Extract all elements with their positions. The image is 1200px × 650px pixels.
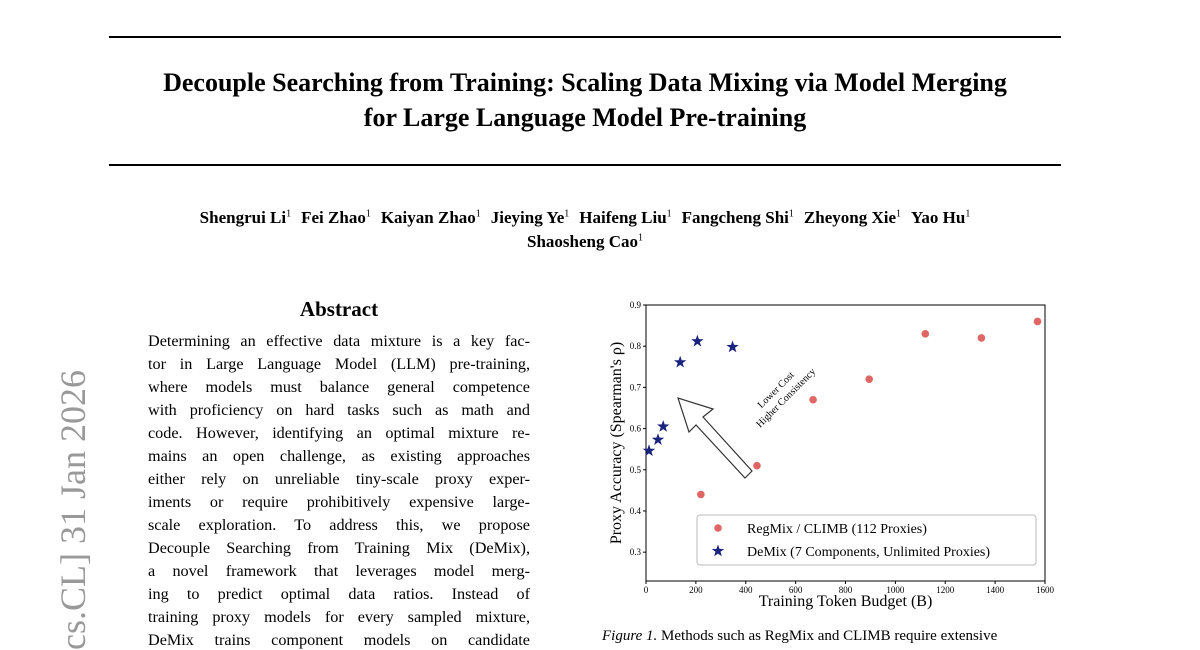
x-tick-label: 1400 (986, 585, 1005, 595)
affiliation: 1 (638, 232, 643, 244)
abstract-line: with proficiency on hard tasks such as m… (148, 401, 530, 419)
author: Kaiyan Zhao1 (381, 208, 481, 227)
x-tick-label: 400 (739, 585, 753, 595)
abstract-line: scale exploration. To address this, we p… (148, 516, 530, 534)
x-tick-label: 1600 (1036, 585, 1055, 595)
author: Zheyong Xie1 (804, 208, 901, 227)
legend-box (696, 514, 1037, 566)
star-point (674, 355, 687, 368)
y-tick-label: 0.6 (630, 424, 642, 434)
author: Shaosheng Cao1 (527, 232, 643, 251)
title: Decouple Searching from Training: Scalin… (163, 68, 1007, 97)
affiliation: 1 (365, 208, 371, 220)
abstract-line: Decouple Searching from Training Mix (De… (148, 539, 530, 557)
author-name: Haifeng Liu (579, 208, 667, 227)
rule (109, 36, 1061, 38)
legend-marker (711, 544, 725, 557)
author-name: Zheyong Xie (803, 208, 896, 227)
y-tick-label: 0.7 (630, 382, 642, 392)
caption: Figure 1. Methods such as RegMix and CLI… (602, 628, 997, 645)
affiliation: 1 (965, 208, 971, 220)
affiliation: 1 (286, 208, 292, 220)
x-tick-label: 1200 (936, 585, 955, 595)
title: for Large Language Model Pre-training (363, 103, 807, 132)
x-tick-label: 1000 (886, 585, 905, 595)
author-name: Fei Zhao (301, 208, 366, 227)
author: Jieying Ye1 (491, 208, 570, 227)
rule (109, 164, 1061, 166)
affiliation: 1 (788, 208, 794, 220)
abstract-line: where models must balance general compet… (148, 378, 530, 396)
abstract-line: code. However, identifying an optimal mi… (148, 424, 530, 442)
x-tick-label: 0 (644, 585, 649, 595)
abstract-line: ing to predict optimal data ratios. Inst… (148, 585, 530, 603)
author: Fangcheng Shi1 (682, 208, 794, 227)
affiliation: 1 (475, 208, 481, 220)
caption-label: Figure 1. (602, 628, 658, 644)
x-axis-label: Training Token Budget (B) (759, 593, 933, 610)
star-point (657, 420, 670, 432)
point (697, 490, 705, 499)
affiliation: 1 (564, 208, 570, 220)
y-tick-label: 0.5 (630, 465, 642, 475)
affiliation: 1 (896, 208, 901, 220)
point (865, 375, 873, 383)
author: Yao Hu1 (911, 208, 970, 227)
author-name: Shengrui Li (199, 208, 287, 227)
author-name: Shaosheng Cao (526, 232, 638, 251)
abstract-line: iments or require prohibitively expensiv… (148, 493, 530, 511)
legend-marker (714, 524, 722, 532)
abstract-line: tor in Large Language Model (LLM) pre-tr… (148, 355, 530, 373)
y-tick-label: 0.3 (630, 547, 642, 557)
star-point (642, 444, 656, 457)
author-name: Jieying Ye (490, 208, 565, 227)
point (1033, 317, 1042, 326)
author-list: Shaosheng Cao1 (0, 232, 1170, 252)
point (977, 334, 986, 342)
abstract-heading: Abstract (299, 297, 379, 321)
author-name: Kaiyan Zhao (380, 208, 476, 227)
y-axis-label: Proxy Accuracy (Spearman's ρ) (608, 342, 625, 544)
affiliation: 1 (666, 208, 672, 220)
abstract-line: mains an open challenge, as existing app… (148, 447, 530, 465)
author-name: Fangcheng Shi (681, 208, 789, 227)
abstract-line: training proxy models for every sampled … (148, 608, 530, 626)
y-tick-label: 0.4 (630, 506, 642, 516)
x-tick-label: 800 (839, 585, 853, 595)
x-tick-label: 200 (689, 585, 703, 595)
author-list: Shengrui Li1 Fei Zhao1 Kaiyan Zhao1 Jieying… (0, 208, 1170, 228)
point (753, 461, 761, 470)
legend-label: RegMix / CLIMB (112 Proxies) (747, 522, 927, 537)
point (809, 395, 817, 404)
abstract-line: a novel framework that leverages model m… (148, 562, 530, 580)
caption-text: Methods such as RegMix and CLIMB require… (661, 628, 998, 644)
author: Haifeng Liu1 (579, 208, 671, 227)
y-tick-label: 0.8 (630, 341, 642, 351)
author-name: Yao Hu (911, 208, 966, 227)
x-tick-label: 600 (789, 585, 803, 595)
abstract-line: either rely on unreliable tiny-scale pro… (148, 470, 530, 488)
star-point (726, 340, 739, 353)
author: Fei Zhao1 (301, 208, 371, 227)
star-point (691, 334, 704, 347)
point (921, 330, 930, 338)
abstract-line: Determining an effective data mixture is… (148, 332, 530, 350)
star-point (651, 433, 665, 445)
y-tick-label: 0.9 (630, 300, 642, 310)
abstract-line: DeMix trains component models on candida… (148, 631, 530, 649)
author: Shengrui Li1 (200, 208, 291, 227)
legend-label: DeMix (7 Components, Unlimited Proxies) (747, 545, 990, 560)
arrow (677, 397, 753, 479)
